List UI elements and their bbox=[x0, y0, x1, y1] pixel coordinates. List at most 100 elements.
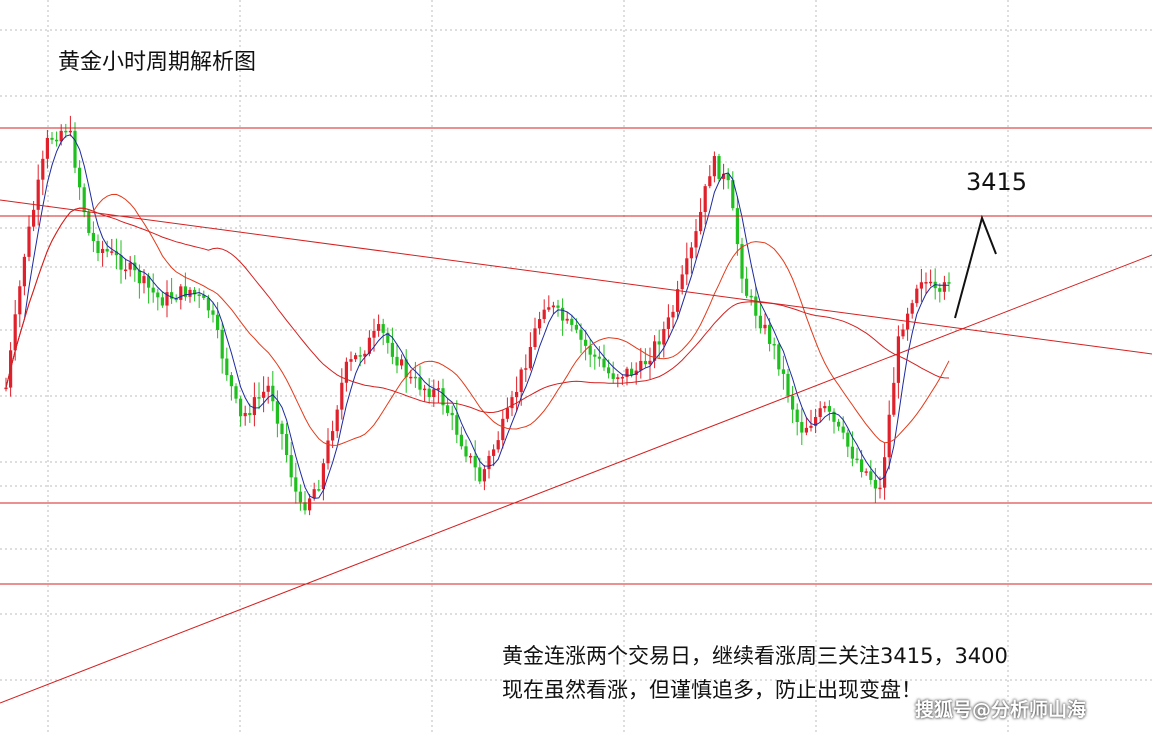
candle-body bbox=[179, 286, 183, 300]
candle-body bbox=[841, 426, 845, 433]
candle-body bbox=[685, 258, 689, 275]
candle-body bbox=[501, 418, 505, 441]
ma-mid-line bbox=[5, 193, 950, 446]
candle-body bbox=[584, 339, 588, 346]
candle-body bbox=[340, 382, 344, 410]
candle-body bbox=[910, 303, 914, 314]
candle-body bbox=[519, 369, 523, 392]
candle-body bbox=[390, 342, 394, 357]
candle-body bbox=[630, 368, 634, 375]
projection-path bbox=[954, 214, 997, 319]
candle-body bbox=[354, 355, 358, 360]
candle-body bbox=[616, 377, 620, 379]
candle-body bbox=[749, 295, 753, 298]
candle-body bbox=[892, 382, 896, 415]
candle-body bbox=[496, 440, 500, 450]
candle-body bbox=[321, 463, 325, 490]
candle-body bbox=[45, 137, 49, 159]
candle-body bbox=[13, 314, 17, 351]
candle-body bbox=[809, 425, 813, 428]
candle-body bbox=[183, 286, 187, 297]
candle-body bbox=[777, 344, 781, 370]
ma-long-line bbox=[5, 207, 950, 414]
candle-body bbox=[942, 282, 946, 292]
projection-target-label: 3415 bbox=[966, 168, 1028, 196]
candle-body bbox=[4, 387, 8, 390]
candle-body bbox=[487, 455, 491, 470]
candle-body bbox=[312, 489, 316, 499]
candle-body bbox=[574, 324, 578, 330]
candle-body bbox=[436, 388, 440, 390]
candle-body bbox=[639, 360, 643, 371]
candle-body bbox=[27, 226, 31, 257]
candle-body bbox=[795, 409, 799, 423]
candle-body bbox=[308, 498, 312, 511]
candle-body bbox=[869, 471, 873, 480]
candle-body bbox=[634, 370, 638, 375]
candle-body bbox=[404, 359, 408, 378]
candle-body bbox=[924, 282, 928, 284]
candle-body bbox=[335, 409, 339, 432]
candle-body bbox=[745, 278, 749, 296]
candle-body bbox=[538, 319, 542, 329]
candle-body bbox=[814, 417, 818, 426]
candle-body bbox=[441, 388, 445, 406]
candle-body bbox=[142, 276, 146, 284]
candle-body bbox=[694, 231, 698, 248]
candle-body bbox=[82, 187, 86, 213]
candle-body bbox=[96, 241, 100, 253]
candle-body bbox=[837, 421, 841, 427]
candle-body bbox=[400, 359, 404, 366]
candle-body bbox=[602, 358, 606, 368]
candle-body bbox=[252, 397, 256, 416]
candle-body bbox=[772, 343, 776, 346]
candle-body bbox=[229, 375, 233, 387]
candle-body bbox=[363, 353, 367, 357]
candle-body bbox=[873, 479, 877, 489]
candle-body bbox=[666, 317, 670, 329]
candle-body bbox=[225, 358, 229, 376]
candle-body bbox=[896, 336, 900, 383]
candle-body bbox=[740, 244, 744, 279]
candle-body bbox=[216, 314, 220, 331]
candle-body bbox=[846, 432, 850, 447]
candle-body bbox=[446, 405, 450, 413]
candle-body bbox=[413, 376, 417, 379]
candle-body bbox=[160, 297, 164, 306]
candle-body bbox=[326, 440, 330, 464]
support-resistance-lines bbox=[0, 127, 1152, 704]
candle-body bbox=[248, 412, 252, 416]
candle-body bbox=[220, 330, 224, 359]
candle-body bbox=[298, 491, 302, 503]
candle-body bbox=[919, 282, 923, 289]
candle-body bbox=[239, 398, 243, 417]
candle-body bbox=[827, 406, 831, 412]
candle-body bbox=[124, 269, 128, 272]
candle-body bbox=[344, 361, 348, 383]
candle-body bbox=[151, 287, 155, 293]
candle-body bbox=[331, 431, 335, 441]
candle-body bbox=[165, 292, 169, 306]
ma-short-line bbox=[5, 134, 950, 499]
candle-body bbox=[418, 377, 422, 390]
candle-body bbox=[423, 388, 427, 391]
candle-body bbox=[524, 368, 528, 370]
candle-body bbox=[367, 337, 371, 354]
candle-body bbox=[73, 130, 77, 168]
candle-body bbox=[381, 324, 385, 333]
candle-body bbox=[294, 477, 298, 492]
chart-title: 黄金小时周期解析图 bbox=[58, 50, 257, 75]
projection-arrow bbox=[954, 214, 997, 319]
candle-body bbox=[202, 294, 206, 298]
candle-body bbox=[662, 328, 666, 345]
candle-body bbox=[860, 459, 864, 473]
candle-body bbox=[832, 411, 836, 422]
candle-body bbox=[41, 158, 45, 180]
candle-body bbox=[55, 139, 59, 142]
candle-body bbox=[758, 315, 762, 329]
candle-body bbox=[206, 297, 210, 311]
candle-body bbox=[938, 288, 942, 292]
candle-body bbox=[533, 328, 537, 348]
candle-body bbox=[597, 356, 601, 359]
